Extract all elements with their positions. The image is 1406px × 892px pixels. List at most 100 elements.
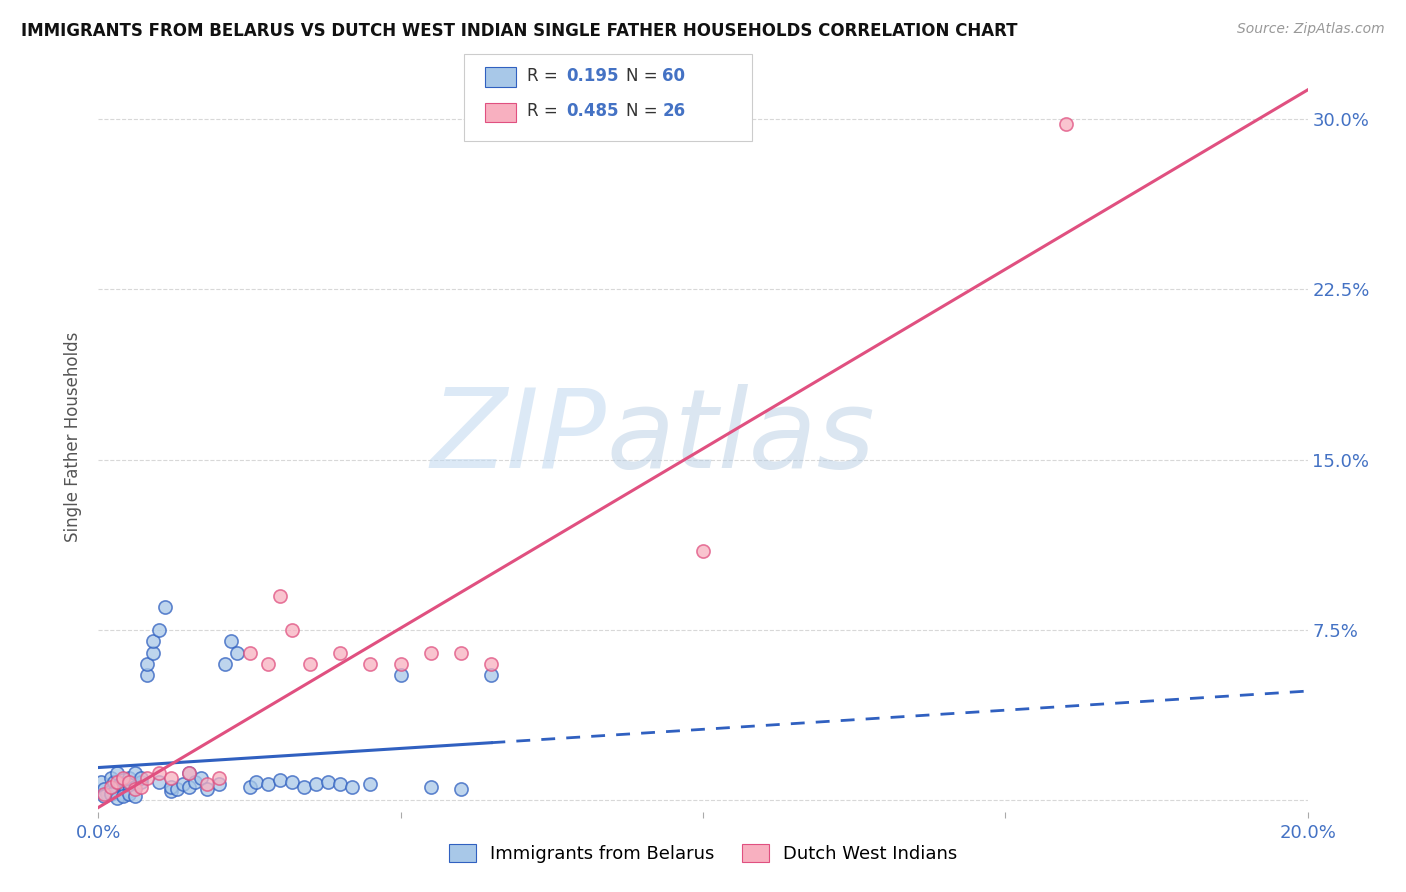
Point <box>360 777 382 791</box>
Point <box>118 771 141 785</box>
Point <box>281 775 304 789</box>
Point <box>135 668 157 682</box>
Point <box>316 775 339 789</box>
Point <box>342 780 364 794</box>
Point <box>111 771 134 785</box>
Point <box>269 772 291 787</box>
Point <box>111 787 134 801</box>
Point <box>184 775 207 789</box>
Point <box>179 780 201 794</box>
Point <box>96 787 118 801</box>
Point <box>124 782 146 797</box>
Point <box>195 777 218 791</box>
Point <box>292 780 315 794</box>
Point <box>481 657 503 672</box>
Legend: Immigrants from Belarus, Dutch West Indians: Immigrants from Belarus, Dutch West Indi… <box>441 837 965 870</box>
Point <box>269 589 291 603</box>
Point <box>100 771 122 785</box>
Point <box>118 784 141 798</box>
Point <box>179 766 201 780</box>
Point <box>129 775 152 789</box>
Point <box>93 782 115 797</box>
Point <box>281 623 304 637</box>
Point <box>450 646 472 660</box>
Point <box>148 775 170 789</box>
Point <box>111 772 134 787</box>
Point <box>305 777 328 791</box>
Point <box>118 777 141 791</box>
Text: 26: 26 <box>662 103 685 120</box>
Point <box>142 634 165 648</box>
Point <box>226 646 249 660</box>
Point <box>190 771 212 785</box>
Point <box>172 777 194 791</box>
Point <box>118 787 141 801</box>
Point <box>692 543 714 558</box>
Text: ZIP: ZIP <box>430 384 606 491</box>
Point <box>221 634 243 648</box>
Point <box>299 657 322 672</box>
Point <box>100 780 122 794</box>
Point <box>160 780 183 794</box>
Point <box>179 766 201 780</box>
Point <box>108 777 131 791</box>
Point <box>153 600 176 615</box>
Point <box>208 771 231 785</box>
Text: N =: N = <box>626 67 662 85</box>
Point <box>90 775 112 789</box>
Text: R =: R = <box>527 67 564 85</box>
Point <box>329 777 352 791</box>
Point <box>148 623 170 637</box>
Text: N =: N = <box>626 103 662 120</box>
Text: Source: ZipAtlas.com: Source: ZipAtlas.com <box>1237 22 1385 37</box>
Point <box>239 780 262 794</box>
Point <box>148 766 170 780</box>
Point <box>208 777 231 791</box>
Point <box>360 657 382 672</box>
Point <box>135 771 157 785</box>
Y-axis label: Single Father Households: Single Father Households <box>65 332 83 542</box>
Text: 0.485: 0.485 <box>567 103 619 120</box>
Point <box>105 780 128 794</box>
Point <box>195 782 218 797</box>
Text: R =: R = <box>527 103 564 120</box>
Point <box>420 780 443 794</box>
Point <box>129 780 152 794</box>
Point <box>389 668 412 682</box>
Point <box>481 668 503 682</box>
Point <box>105 791 128 805</box>
Point <box>129 771 152 785</box>
Point <box>214 657 236 672</box>
Point <box>142 646 165 660</box>
Point <box>114 782 136 797</box>
Point <box>166 782 188 797</box>
Point <box>1054 117 1077 131</box>
Point <box>111 789 134 803</box>
Point <box>160 784 183 798</box>
Text: IMMIGRANTS FROM BELARUS VS DUTCH WEST INDIAN SINGLE FATHER HOUSEHOLDS CORRELATIO: IMMIGRANTS FROM BELARUS VS DUTCH WEST IN… <box>21 22 1018 40</box>
Point <box>450 782 472 797</box>
Point <box>100 787 122 801</box>
Point <box>256 657 278 672</box>
Point <box>124 766 146 780</box>
Point <box>160 771 183 785</box>
Point <box>103 775 125 789</box>
Point <box>105 775 128 789</box>
Point <box>93 789 115 803</box>
Point <box>135 657 157 672</box>
Point <box>256 777 278 791</box>
Point <box>124 789 146 803</box>
Point <box>389 657 412 672</box>
Text: 0.195: 0.195 <box>567 67 619 85</box>
Point <box>329 646 352 660</box>
Point <box>118 775 141 789</box>
Point <box>100 784 122 798</box>
Point <box>239 646 262 660</box>
Point <box>245 775 267 789</box>
Point <box>105 766 128 780</box>
Point <box>93 787 115 801</box>
Point <box>420 646 443 660</box>
Text: 60: 60 <box>662 67 685 85</box>
Text: atlas: atlas <box>606 384 875 491</box>
Point <box>124 780 146 794</box>
